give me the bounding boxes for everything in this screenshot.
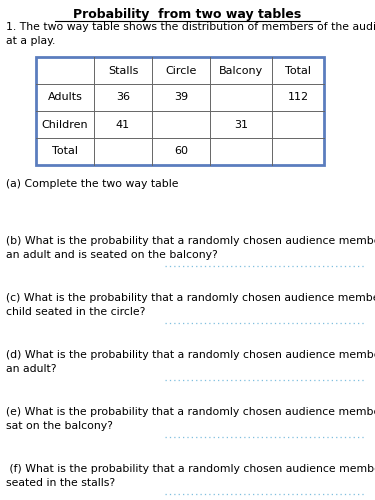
Text: Balcony: Balcony	[219, 66, 263, 76]
Text: 112: 112	[287, 92, 309, 102]
Text: Children: Children	[42, 120, 88, 130]
Text: (d) What is the probability that a randomly chosen audience member is
an adult?: (d) What is the probability that a rando…	[6, 350, 375, 374]
Text: (b) What is the probability that a randomly chosen audience member is
an adult a: (b) What is the probability that a rando…	[6, 236, 375, 260]
Text: (c) What is the probability that a randomly chosen audience member is a
child se: (c) What is the probability that a rando…	[6, 293, 375, 316]
Text: Total: Total	[285, 66, 311, 76]
Text: (f) What is the probability that a randomly chosen audience member is
seated in : (f) What is the probability that a rando…	[6, 464, 375, 487]
Text: Stalls: Stalls	[108, 66, 138, 76]
Text: Circle: Circle	[165, 66, 196, 76]
Text: Adults: Adults	[48, 92, 82, 102]
Text: Total: Total	[52, 146, 78, 156]
Text: 36: 36	[116, 92, 130, 102]
Text: 41: 41	[116, 120, 130, 130]
Text: (e) What is the probability that a randomly chosen audience member is
sat on the: (e) What is the probability that a rando…	[6, 407, 375, 430]
Text: 1. The two way table shows the distribution of members of the audience
at a play: 1. The two way table shows the distribut…	[6, 22, 375, 46]
Bar	[36, 57, 324, 165]
Text: 60: 60	[174, 146, 188, 156]
Text: 39: 39	[174, 92, 188, 102]
Text: 31: 31	[234, 120, 248, 130]
Text: Probability  from two way tables: Probability from two way tables	[74, 8, 302, 21]
Text: (a) Complete the two way table: (a) Complete the two way table	[6, 179, 178, 189]
